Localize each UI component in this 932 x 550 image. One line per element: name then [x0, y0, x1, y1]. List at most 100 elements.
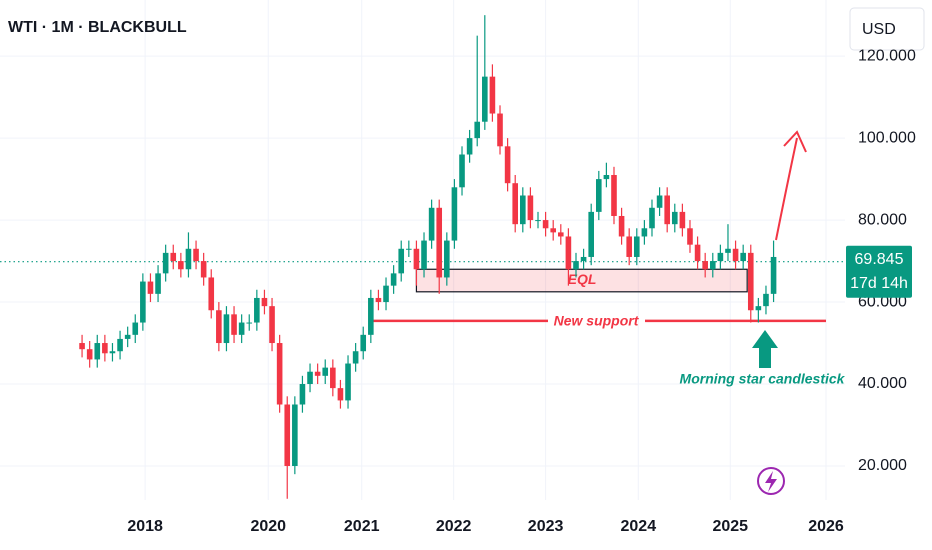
candle-body [185, 248, 192, 270]
candle-body [102, 343, 108, 354]
x-tick-label: 2026 [808, 518, 844, 535]
candle-body [770, 256, 777, 294]
candle-body [292, 404, 298, 466]
candle-body [694, 244, 701, 262]
candle-body [497, 113, 503, 147]
candle-body [702, 261, 708, 270]
candle-body [687, 228, 693, 245]
candle-body [664, 195, 670, 225]
candle-body [542, 220, 549, 229]
projection-arrow-head [783, 130, 807, 153]
candle-body [322, 367, 329, 376]
candle-body [474, 121, 481, 139]
candle-body [299, 384, 306, 405]
candle-body [231, 314, 237, 335]
candle-body [466, 138, 473, 155]
x-tick-label: 2023 [528, 518, 564, 535]
candle-body [504, 146, 511, 184]
x-tick-label: 2025 [712, 518, 748, 535]
candle-body [216, 310, 222, 344]
pattern-label: Morning star candlestick [680, 371, 846, 387]
x-tick-label: 2021 [344, 518, 380, 535]
projection-arrow [775, 137, 798, 241]
candle-body [535, 220, 541, 222]
y-tick-label: 20.000 [858, 457, 907, 474]
candle-body [740, 252, 746, 262]
candle-body [611, 175, 617, 216]
candle-body [603, 175, 610, 180]
candle-body [421, 240, 427, 270]
candle-body [352, 351, 359, 364]
up-arrow [752, 330, 778, 368]
candle-body [345, 363, 351, 401]
candle-body [330, 367, 336, 389]
event-icon-bolt [765, 471, 777, 492]
candle-body [709, 261, 716, 270]
candle-body [162, 252, 169, 274]
x-tick-label: 2020 [250, 518, 286, 535]
candle-body [618, 215, 625, 237]
candle-body [406, 248, 412, 250]
y-tick-label: 80.000 [858, 211, 907, 228]
price-tag [846, 245, 912, 298]
candle-body [238, 322, 245, 335]
x-tick-label: 2018 [127, 518, 163, 535]
candle-body [444, 240, 450, 278]
eql-label: EQL [568, 271, 597, 287]
candle-body [459, 154, 465, 188]
candle-body [671, 211, 678, 225]
currency-box[interactable] [849, 7, 925, 51]
candle-body [428, 207, 435, 241]
candle-body [178, 261, 184, 270]
candle-body [565, 236, 572, 270]
currency-label[interactable]: USD [862, 21, 896, 38]
candle-body [200, 261, 207, 278]
candle-body [307, 371, 313, 385]
candle-body [314, 371, 321, 376]
candle-body [276, 343, 283, 405]
candle-body [132, 322, 139, 335]
candle-body [193, 248, 199, 262]
x-tick-label: 2024 [621, 518, 657, 535]
candle-body [512, 183, 519, 225]
candle-body [725, 248, 731, 253]
candle-body [170, 252, 177, 262]
candle-body [413, 248, 420, 270]
candle-body [489, 76, 496, 114]
candle-body [451, 187, 458, 241]
candle-body [147, 281, 154, 294]
y-tick-label: 100.000 [858, 129, 916, 146]
candle-body [588, 211, 594, 257]
candle-body [109, 351, 116, 354]
candle-body [390, 273, 397, 286]
candle-body [140, 281, 146, 323]
candle-body [595, 179, 602, 212]
candle-body [732, 248, 739, 262]
candle-body [656, 195, 663, 208]
candle-body [527, 195, 534, 221]
candle-body [337, 388, 344, 401]
candle-body [79, 343, 85, 350]
candle-body [633, 236, 640, 257]
x-tick-label: 2022 [436, 518, 472, 535]
chart-title: WTI · 1M · BLACKBULL [8, 19, 187, 36]
candle-body [155, 273, 161, 294]
candle-body [261, 297, 268, 307]
candle-body [246, 322, 253, 324]
countdown-label: 17d 14h [850, 275, 908, 292]
candle-body [436, 207, 443, 278]
y-tick-label: 40.000 [858, 375, 907, 392]
candle-body [573, 261, 579, 270]
candle-body [520, 195, 526, 225]
candle-body [223, 314, 230, 344]
candle-body [94, 343, 101, 360]
candle-body [763, 293, 769, 307]
candle-body [626, 236, 632, 257]
candle-body [755, 306, 762, 311]
candle-body [580, 256, 587, 262]
candle-body [269, 306, 275, 344]
y-tick-label: 120.000 [858, 47, 916, 64]
candle-body [550, 228, 557, 233]
candle-body [558, 232, 564, 237]
